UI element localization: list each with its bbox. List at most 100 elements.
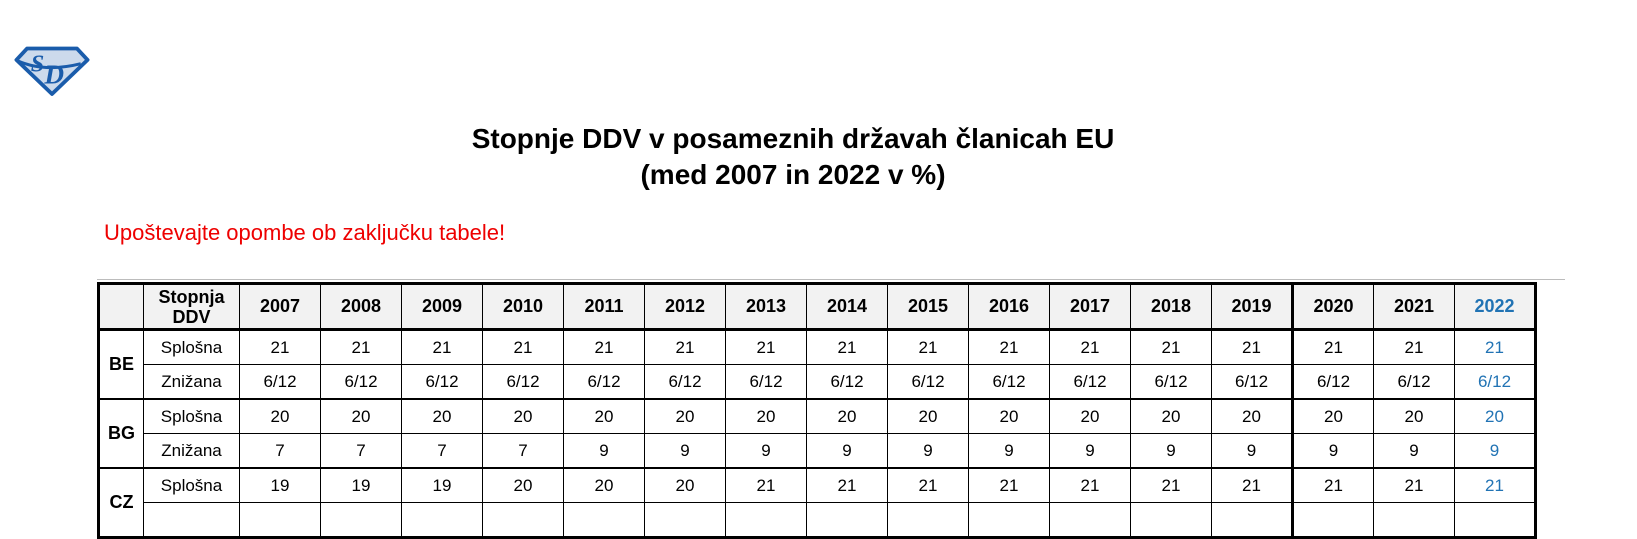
year-header-2020: 2020 [1291,283,1374,331]
rate-value-cell: 6/12 [1130,364,1212,400]
year-header-2019: 2019 [1211,283,1293,331]
rate-value-cell: 21 [725,467,807,503]
year-header-2010: 2010 [482,283,564,331]
rate-value-cell: 20 [968,398,1050,434]
rate-value-cell: 21 [1211,467,1293,503]
rate-row-cz-1: CZ Splošna 19 19 19 20 20 20 21 21 21 21 21 21 21 21 21 2… [98,467,1536,538]
country-cell-bg: BG [98,398,144,469]
rate-value-cell: 21 [239,329,321,365]
rate-value-cell: 9 [968,433,1050,469]
rate-value-cell: 21 [1211,329,1293,365]
rate-value-cell [1454,502,1536,538]
rate-value-cell [1130,502,1212,538]
rate-value-cell [239,502,321,538]
rate-value-cell: 20 [1049,398,1131,434]
rate-value-cell: 9 [563,433,645,469]
rate-value-cell: 20 [644,398,726,434]
rate-value-cell: 21 [1373,329,1455,365]
rate-value-cell: 21 [887,467,969,503]
rate-value-cell: 20 [1291,398,1374,434]
svg-text:D: D [43,59,64,89]
rate-value-cell: 21 [1130,329,1212,365]
vat-rates-table: Stopnja DDV 2007 2008 2009 2010 2011 2012 2013 2… [97,282,1537,539]
rate-value-cell [644,502,726,538]
year-header-2014: 2014 [806,283,888,331]
rate-value-cell: 20 [644,467,726,503]
rate-value-cell: 21 [1049,329,1131,365]
rate-row-bg-1: BG Splošna 20 20 20 20 20 20 20 20 20 20 20 20 20 20 20 2… [98,398,1536,469]
rate-value-cell: 21 [1130,467,1212,503]
rate-value-cell: 20 [1130,398,1212,434]
rate-value-cell [1049,502,1131,538]
year-header-2018: 2018 [1130,283,1212,331]
sd-logo-shield: S D [14,46,90,96]
rate-value-cell [1291,502,1374,538]
rate-value-cell: 20 [887,398,969,434]
rate-value-cell: 20 [239,398,321,434]
year-header-2012: 2012 [644,283,726,331]
rate-value-cell: 6/12 [1373,364,1455,400]
rate-value-cell: 20 [563,398,645,434]
year-header-2013: 2013 [725,283,807,331]
year-header-2017: 2017 [1049,283,1131,331]
rate-value-cell: 6/12 [1454,364,1536,400]
rate-value-cell: 6/12 [482,364,564,400]
rate-value-cell: 21 [968,467,1050,503]
rate-value-cell [887,502,969,538]
title-line-2: (med 2007 in 2022 v %) [640,159,946,190]
year-header-2015: 2015 [887,283,969,331]
rate-value-cell: 9 [1454,433,1536,469]
rate-value-cell: 19 [320,467,402,503]
rate-value-cell: 21 [1454,329,1536,365]
corner-cell [98,283,144,331]
table-top-rule [97,279,1565,280]
note-text: Upoštevajte opombe ob zaključku tabele! [104,220,506,245]
rate-label-cell [143,502,240,538]
year-header-2011: 2011 [563,283,645,331]
rate-value-cell: 20 [563,467,645,503]
rate-value-cell: 6/12 [563,364,645,400]
rate-value-cell: 21 [1373,467,1455,503]
rate-value-cell: 21 [1291,467,1374,503]
table-header-row: Stopnja DDV 2007 2008 2009 2010 2011 2012 2013 2… [98,283,1536,331]
rate-value-cell: 6/12 [644,364,726,400]
rate-label-cell: Splošna [143,467,240,503]
rate-value-cell: 6/12 [320,364,402,400]
rate-value-cell [725,502,807,538]
rate-value-cell: 7 [320,433,402,469]
rate-value-cell: 6/12 [887,364,969,400]
rate-value-cell [563,502,645,538]
rate-value-cell: 20 [1211,398,1293,434]
rate-value-cell: 9 [644,433,726,469]
rate-value-cell: 6/12 [968,364,1050,400]
rate-value-cell: 21 [887,329,969,365]
rate-value-cell [320,502,402,538]
rate-value-cell: 21 [401,329,483,365]
rate-value-cell [1211,502,1293,538]
rate-value-cell: 6/12 [1211,364,1293,400]
rate-value-cell [401,502,483,538]
rate-value-cell: 20 [806,398,888,434]
rate-value-cell: 6/12 [239,364,321,400]
rate-value-cell: 20 [1373,398,1455,434]
rate-value-cell: 9 [1049,433,1131,469]
rate-value-cell: 20 [725,398,807,434]
rate-label-cell: Splošna [143,329,240,365]
rate-value-cell [482,502,564,538]
rate-value-cell: 9 [1291,433,1374,469]
rate-value-cell: 21 [806,467,888,503]
rate-value-cell: 21 [968,329,1050,365]
document-page: { "logo": { "letters": "SD", "outline_co… [14,44,1565,539]
rate-row-bg-2: Znižana 7 7 7 7 9 9 9 9 9 9 9 9 9 9 9 9 [99,433,1536,469]
rate-value-cell: 6/12 [806,364,888,400]
rate-value-cell: 21 [644,329,726,365]
rate-value-cell: 20 [482,467,564,503]
sd-logo: S D [14,44,90,97]
rate-value-cell: 9 [1130,433,1212,469]
country-cell-be: BE [98,329,144,400]
rate-value-cell: 19 [401,467,483,503]
rate-value-cell: 21 [563,329,645,365]
rate-value-cell: 19 [239,467,321,503]
rate-row-be-2: Znižana 6/12 6/12 6/12 6/12 6/12 6/12 6/12 6/12 6… [99,364,1536,400]
rate-value-cell: 20 [320,398,402,434]
